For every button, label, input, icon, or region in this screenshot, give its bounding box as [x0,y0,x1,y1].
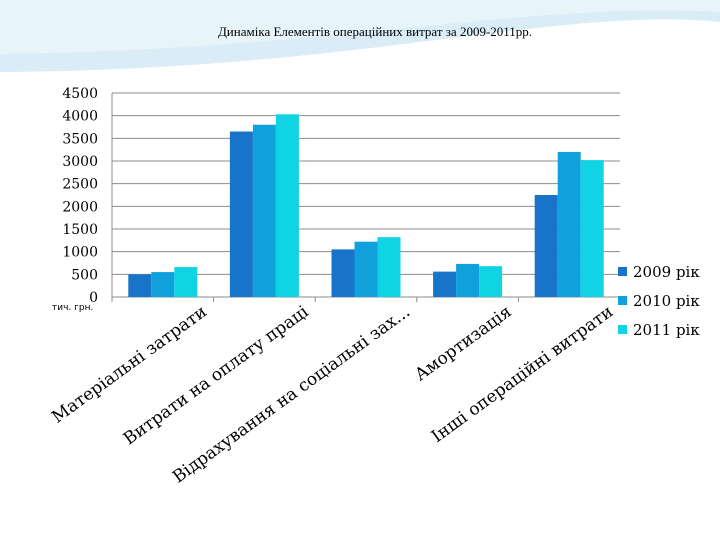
y-tick-label: 1500 [62,222,98,238]
chart-title: Динаміка Елементів операційних витрат за… [217,24,533,39]
y-tick-label: 2000 [62,199,98,215]
bar-2011-рік-1 [275,114,299,297]
legend-label-2010: 2010 рік [633,291,700,310]
legend-label-2011: 2011 рік [633,320,700,339]
legend-item-2009: 2009 рік [618,257,700,286]
legend-swatch-2011 [618,325,627,334]
chart-legend: 2009 рік 2010 рік 2011 рік [618,257,700,344]
y-tick-label: 3000 [62,154,98,170]
bar-2009-рік-4 [534,195,558,297]
legend-swatch-2010 [618,296,627,305]
bar-2009-рік-2 [331,249,355,297]
bar-2010-рік-1 [252,124,276,297]
bar-2010-рік-4 [557,151,581,297]
y-tick-label: 4000 [62,109,98,125]
bar-2009-рік-3 [433,271,457,297]
y-tick-label: 4500 [62,86,98,102]
bar-2009-рік-1 [229,131,253,297]
y-tick-label: 0 [89,290,98,306]
legend-swatch-2009 [618,267,627,276]
y-tick-label: 2500 [62,177,98,193]
y-tick-label: 500 [71,267,98,283]
bar-2010-рік-2 [354,241,378,297]
y-tick-label: 1000 [62,245,98,261]
legend-item-2011: 2011 рік [618,315,700,344]
bar-2009-рік-0 [128,274,152,297]
background-wave-light [0,0,720,54]
bar-2011-рік-0 [174,267,198,297]
bar-2010-рік-0 [151,272,175,297]
legend-label-2009: 2009 рік [633,262,700,281]
x-category-label: Інші операційні витрати [428,302,617,447]
unit-label: тич. грн. [52,303,94,313]
bar-2010-рік-3 [456,263,480,297]
x-category-label: Амортизація [411,302,515,385]
bar-2011-рік-2 [377,237,401,297]
y-tick-label: 3500 [62,131,98,147]
bar-2011-рік-3 [479,266,503,297]
bar-2011-рік-4 [580,160,604,297]
x-category-label: Витрати на оплату праці [120,302,313,450]
legend-item-2010: 2010 рік [618,286,700,315]
